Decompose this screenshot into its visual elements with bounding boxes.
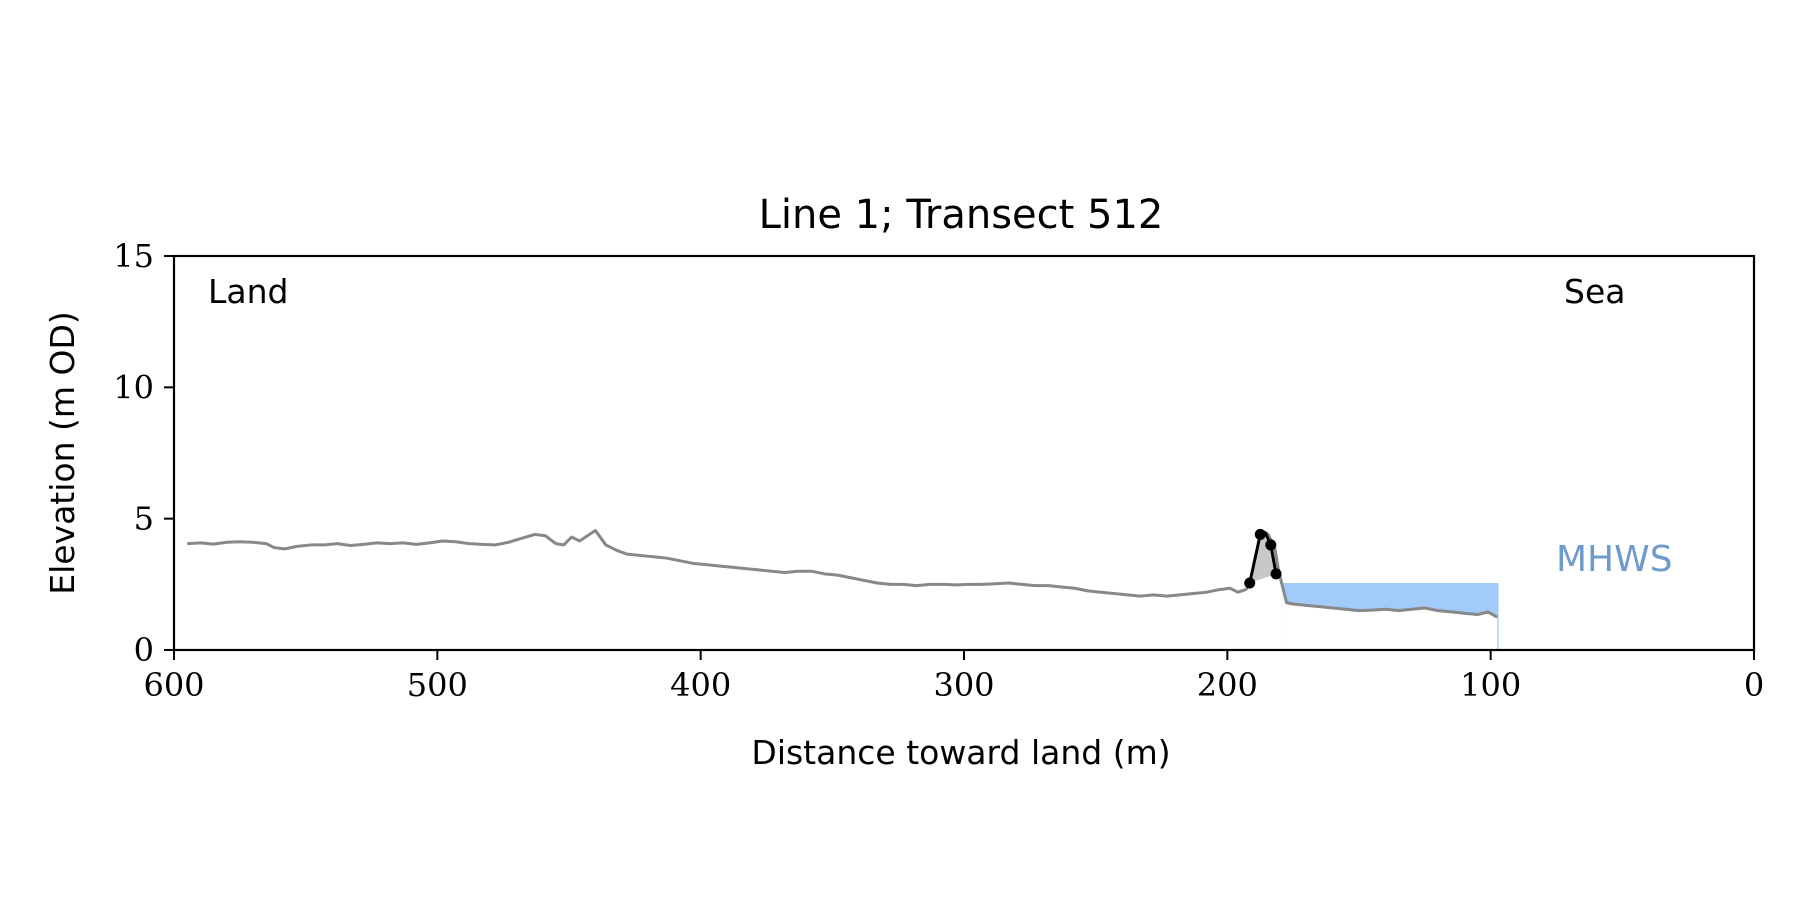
dune-marker [1244, 577, 1256, 589]
x-tick-label: 200 [1197, 666, 1258, 704]
chart-title: Line 1; Transect 512 [759, 192, 1164, 238]
axes-frame [172, 254, 1756, 652]
y-axis-label: Elevation (m OD) [43, 311, 82, 595]
profile-line [187, 528, 1498, 619]
y-tick-label: 10 [113, 368, 154, 406]
x-tick-label: 300 [933, 666, 994, 704]
dune-marker [1265, 539, 1277, 551]
x-tick-label: 500 [407, 666, 468, 704]
y-axis: 0 5 10 15 [113, 237, 174, 669]
x-tick-label: 600 [143, 666, 204, 704]
mhws-label: MHWS [1556, 539, 1673, 580]
x-axis-label: Distance toward land (m) [751, 733, 1170, 772]
x-tick-label: 400 [670, 666, 731, 704]
y-tick-label: 5 [134, 500, 154, 538]
dune-marker [1254, 528, 1266, 540]
land-annotation: Land [208, 272, 288, 311]
mhws-band-mask [1282, 586, 1498, 652]
x-tick-label: 100 [1460, 666, 1521, 704]
y-tick-label: 15 [113, 237, 154, 275]
x-axis: 600 500 400 300 200 100 0 [143, 650, 1764, 704]
sea-annotation: Sea [1564, 272, 1625, 311]
y-tick-label: 0 [134, 631, 154, 669]
dune-marker [1270, 568, 1282, 580]
plot-area [187, 528, 1499, 652]
x-tick-label: 0 [1744, 666, 1764, 704]
